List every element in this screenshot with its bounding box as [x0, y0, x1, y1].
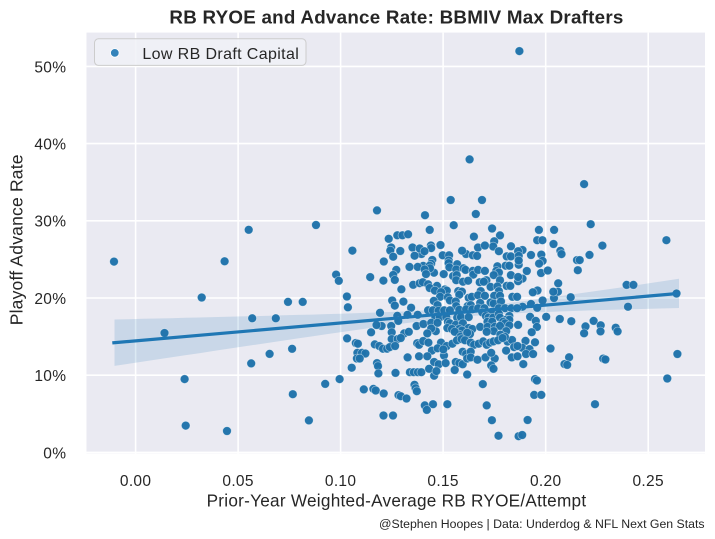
svg-text:@Stephen Hoopes | Data: Underd: @Stephen Hoopes | Data: Underdog & NFL N… [379, 517, 705, 531]
svg-text:0%: 0% [43, 445, 66, 462]
svg-text:0.25: 0.25 [633, 473, 664, 490]
svg-text:30%: 30% [34, 214, 66, 231]
svg-text:0.20: 0.20 [530, 473, 561, 490]
svg-text:RB RYOE and Advance Rate: BBMI: RB RYOE and Advance Rate: BBMIV Max Draf… [169, 7, 623, 28]
svg-text:10%: 10% [34, 368, 66, 385]
svg-text:Playoff Advance Rate: Playoff Advance Rate [7, 154, 27, 325]
svg-text:20%: 20% [34, 291, 66, 308]
svg-text:Prior-Year Weighted-Average RB: Prior-Year Weighted-Average RB RYOE/Atte… [207, 490, 587, 510]
svg-text:0.15: 0.15 [427, 473, 458, 490]
svg-text:50%: 50% [34, 59, 66, 76]
svg-text:40%: 40% [34, 137, 66, 154]
svg-text:0.10: 0.10 [325, 473, 356, 490]
svg-text:0.05: 0.05 [222, 473, 253, 490]
svg-text:0.00: 0.00 [120, 473, 151, 490]
svg-text:Low RB Draft Capital: Low RB Draft Capital [142, 46, 299, 63]
